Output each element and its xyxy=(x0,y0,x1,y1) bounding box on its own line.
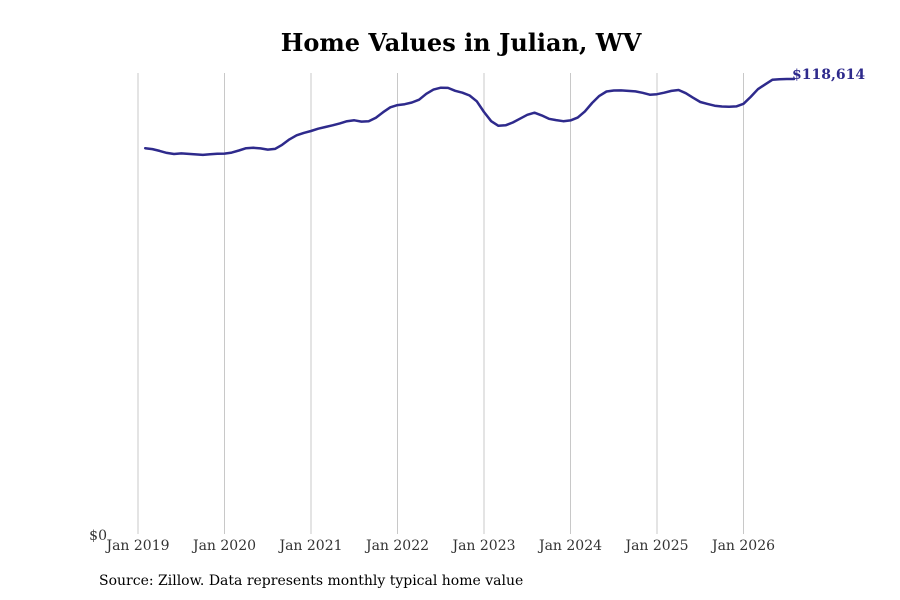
x-tick-label: Jan 2024 xyxy=(537,538,602,554)
end-value-label: $118,614 xyxy=(792,67,865,83)
x-tick-label: Jan 2026 xyxy=(710,538,775,554)
chart-title: Home Values in Julian, WV xyxy=(280,28,642,57)
y-axis-tick-labels: $0 xyxy=(89,528,107,544)
x-tick-label: Jan 2022 xyxy=(364,538,429,554)
series-layer xyxy=(143,77,796,157)
y-tick-label: $0 xyxy=(89,528,107,544)
x-tick-label: Jan 2025 xyxy=(623,538,688,554)
series-line xyxy=(143,77,796,157)
x-tick-label: Jan 2019 xyxy=(104,538,169,554)
x-tick-label: Jan 2023 xyxy=(450,538,515,554)
gridlines xyxy=(137,73,744,534)
x-tick-label: Jan 2020 xyxy=(191,538,256,554)
source-note: Source: Zillow. Data represents monthly … xyxy=(99,573,524,589)
end-value-label-layer: $118,614 xyxy=(792,67,865,83)
x-axis-tick-labels: Jan 2019 Jan 2020 Jan 2021 Jan 2022 Jan 2023… xyxy=(104,538,775,554)
x-tick-label: Jan 2021 xyxy=(277,538,342,554)
